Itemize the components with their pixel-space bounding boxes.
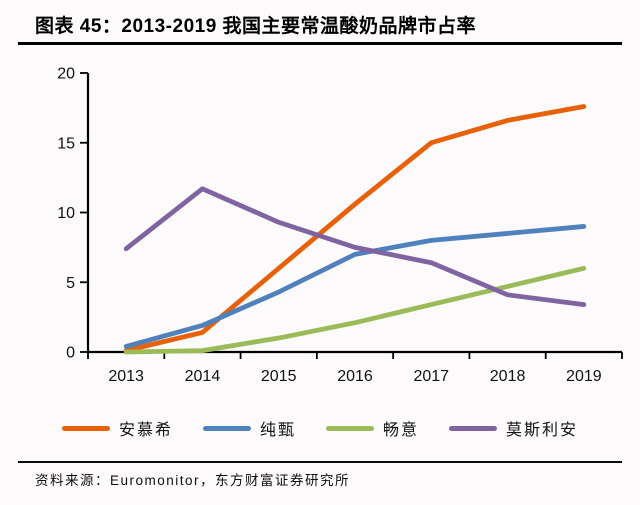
y-axis-tick-label: 10: [57, 205, 75, 222]
legend-line-swatch-changyi: [326, 425, 374, 431]
x-axis-tick-label: 2014: [185, 368, 221, 385]
x-axis-tick-label: 2016: [337, 368, 373, 385]
series-line-anmuxi: [123, 104, 587, 354]
series-line-mosilian: [123, 186, 587, 307]
legend-label-anmuxi: 安慕希: [118, 422, 173, 439]
x-axis-tick-label: 2019: [566, 368, 602, 385]
series-line-changyi: [123, 265, 587, 355]
legend-line-swatch-mosilian: [449, 425, 498, 431]
x-axis-tick-label: 2018: [490, 368, 526, 385]
y-axis-tick-label: 0: [66, 345, 75, 362]
legend-item-anmuxi: 安慕希: [61, 416, 173, 440]
legend-line-swatch-chunzhen: [202, 425, 251, 431]
legend-label-mosilian: 莫斯利安: [506, 422, 579, 439]
y-axis-tick-label: 15: [57, 135, 75, 152]
chart-title: 图表 45：2013-2019 我国主要常温酸奶品牌市占率: [35, 16, 477, 37]
line-chart: 0 5 10 15 20 2013 2014 2015 2016 2017 2018 2019: [57, 66, 623, 385]
legend-line-swatch-anmuxi: [61, 425, 110, 431]
x-axis-tick-label: 2017: [413, 368, 449, 385]
chart-legend: 安慕希 纯甄 畅意 莫斯利安: [0, 416, 640, 440]
y-axis-tick-label: 5: [66, 275, 75, 292]
footer-divider: [18, 461, 622, 463]
legend-label-chunzhen: 纯甄: [259, 422, 296, 439]
legend-item-chunzhen: 纯甄: [202, 416, 296, 440]
x-axis-tick-label: 2013: [108, 368, 144, 385]
series-line-chunzhen: [123, 224, 587, 349]
source-note: 资料来源：Euromonitor，东方财富证券研究所: [35, 473, 351, 488]
legend-label-changyi: 畅意: [383, 422, 420, 439]
x-axis-tick-label: 2015: [261, 368, 297, 385]
title-underline: [18, 42, 622, 45]
y-axis-tick-label: 20: [57, 66, 75, 83]
legend-item-mosilian: 莫斯利安: [449, 416, 578, 440]
legend-item-changyi: 畅意: [326, 416, 419, 440]
